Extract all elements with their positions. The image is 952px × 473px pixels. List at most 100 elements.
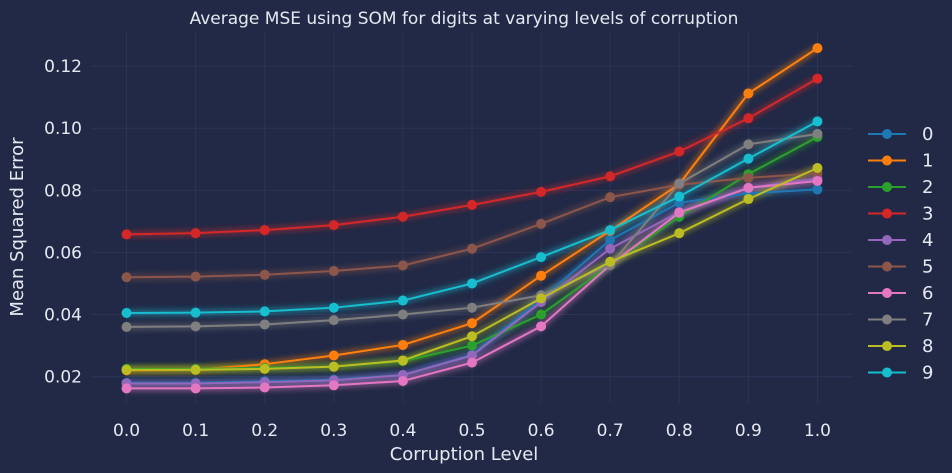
y-tick-label: 0.10 <box>44 119 82 139</box>
series-6-point <box>190 383 201 394</box>
series-3-point <box>812 73 823 84</box>
series-8-point <box>259 363 270 374</box>
series-5-point <box>467 243 477 254</box>
x-tick-label: 0.8 <box>666 421 693 441</box>
legend-marker <box>882 367 892 378</box>
legend-marker <box>882 341 892 351</box>
series-5-point <box>121 272 132 283</box>
x-tick-label: 0.7 <box>597 421 624 441</box>
series-8-point <box>467 331 477 342</box>
series-8-point <box>536 293 547 304</box>
legend-label: 4 <box>922 230 933 251</box>
series-8-point <box>328 361 339 372</box>
series-0-point <box>605 235 616 246</box>
series-7-point <box>467 302 477 313</box>
legend: 0 1 2 3 4 5 6 7 8 9 <box>868 124 933 384</box>
y-tick-label: 0.04 <box>44 306 82 326</box>
series-9-point <box>121 307 132 318</box>
legend-marker <box>882 182 892 192</box>
x-tick-label: 0.3 <box>320 421 347 441</box>
legend-label: 2 <box>922 177 933 198</box>
y-tick-label: 0.12 <box>44 57 82 77</box>
legend-item-5: 5 <box>868 257 933 278</box>
x-tick-label: 0.9 <box>735 421 762 441</box>
series-9-point <box>328 302 339 313</box>
series-5-point <box>536 218 547 229</box>
series-5-point <box>328 266 339 277</box>
series-8-point <box>121 364 132 375</box>
series-9-point <box>190 307 201 318</box>
series-6-point <box>121 383 132 394</box>
series-9-point <box>259 306 270 317</box>
series-1-point <box>328 350 339 361</box>
x-tick-label: 0.5 <box>458 421 485 441</box>
series-8-point <box>674 228 685 239</box>
series-3-point <box>121 229 132 240</box>
series-8-point <box>812 162 823 173</box>
series-5-point <box>743 172 754 183</box>
series-3 <box>121 73 823 240</box>
series-6-point <box>812 176 823 187</box>
series-8-point <box>743 194 754 205</box>
legend-marker <box>882 129 892 139</box>
y-axis-ticks: 0.02 0.04 0.06 0.08 0.10 0.12 <box>44 57 82 387</box>
legend-label: 6 <box>922 283 933 304</box>
legend-label: 8 <box>922 336 933 357</box>
y-axis-label: Mean Squared Error <box>7 137 28 317</box>
series-5-point <box>397 260 408 271</box>
series-4-point <box>605 243 616 254</box>
legend-item-3: 3 <box>868 204 933 225</box>
series-8-point <box>605 256 616 267</box>
series-3-point <box>190 228 201 239</box>
series-8 <box>121 162 823 375</box>
series-9-point <box>812 116 823 127</box>
series-group <box>121 43 823 394</box>
series-2-point <box>536 309 547 320</box>
legend-label: 9 <box>922 363 933 384</box>
series-3-point <box>674 146 685 157</box>
series-7-point <box>743 139 754 150</box>
series-7-point <box>259 319 270 330</box>
legend-item-8: 8 <box>868 336 933 357</box>
series-9 <box>121 116 823 318</box>
series-8-point <box>397 355 408 366</box>
x-tick-label: 0.2 <box>251 421 278 441</box>
series-7-point <box>190 321 201 332</box>
legend-item-1: 1 <box>868 151 933 172</box>
series-4-point <box>467 350 477 361</box>
legend-marker <box>882 208 892 219</box>
series-9-point <box>536 252 547 263</box>
y-tick-label: 0.02 <box>44 368 82 388</box>
x-tick-label: 1.0 <box>804 421 831 441</box>
series-9-point <box>674 191 685 202</box>
series-1-point <box>812 43 823 54</box>
legend-marker <box>882 314 892 325</box>
series-3-point <box>467 199 477 210</box>
legend-marker <box>882 261 892 272</box>
series-1-point <box>467 318 477 329</box>
series-2-point <box>467 340 477 351</box>
y-tick-label: 0.08 <box>44 181 82 201</box>
legend-label: 3 <box>922 204 933 225</box>
series-3-point <box>259 225 270 236</box>
legend-item-9: 9 <box>868 363 933 384</box>
legend-item-4: 4 <box>868 230 933 251</box>
x-tick-label: 0.1 <box>182 421 209 441</box>
series-5-point <box>259 269 270 280</box>
series-7-point <box>812 128 823 139</box>
legend-item-0: 0 <box>868 124 933 145</box>
series-7-point <box>674 178 685 189</box>
series-6-point <box>397 375 408 386</box>
legend-marker <box>882 288 892 298</box>
series-6-point <box>536 321 547 332</box>
series-6-point <box>467 357 477 368</box>
x-axis-ticks: 0.0 0.1 0.2 0.3 0.4 0.5 0.6 0.7 0.8 0.9 1.0 <box>113 421 831 441</box>
series-1-point <box>536 270 547 281</box>
series-9-point <box>605 225 616 236</box>
series-1-point <box>397 339 408 350</box>
series-3-point <box>328 220 339 231</box>
series-6-point <box>259 382 270 393</box>
chart-title: Average MSE using SOM for digits at vary… <box>190 9 739 29</box>
x-tick-label: 0.4 <box>389 421 416 441</box>
